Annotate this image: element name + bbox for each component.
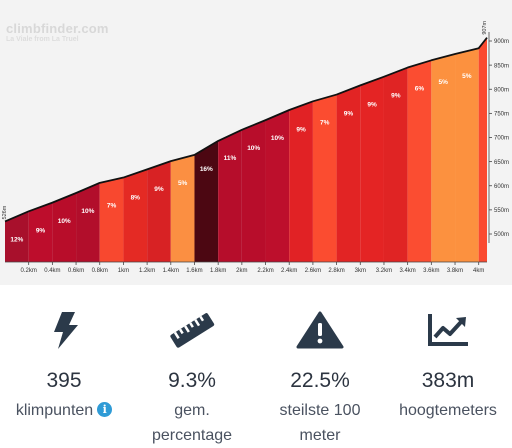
x-tick-label: 1.6km [186, 268, 202, 274]
y-tick-label: 750m [494, 112, 509, 118]
y-tick-label: 500m [494, 232, 509, 238]
stat-average-grade: 9.3% gem. percentage [128, 285, 256, 447]
profile-segment [194, 140, 219, 262]
x-tick-label: 2.4km [281, 268, 297, 274]
warning-triangle-icon [296, 311, 344, 349]
stat-climb-points: 395 klimpunten i [0, 285, 128, 447]
profile-segment [336, 85, 361, 262]
start-elevation-label: 526m [2, 205, 8, 219]
x-tick-label: 3.8km [447, 268, 463, 274]
x-tick-label: 1.4km [163, 268, 179, 274]
y-tick-label: 800m [494, 87, 509, 93]
grade-label: 7% [320, 120, 330, 127]
grade-label: 9% [367, 102, 377, 109]
profile-segment [218, 129, 242, 262]
trend-chart-icon [428, 314, 468, 346]
average-grade-label: gem. percentage [151, 402, 233, 444]
climb-points-value: 395 [46, 369, 82, 392]
profile-segment [455, 48, 479, 262]
grade-label: 9% [36, 228, 46, 235]
grade-label: 6% [415, 85, 425, 92]
profile-segment [28, 202, 53, 262]
profile-segment [5, 211, 29, 262]
steepest-100m-value: 22.5% [290, 369, 350, 392]
profile-segment [265, 109, 290, 262]
grade-label: 9% [296, 126, 306, 133]
x-tick-label: 3.2km [376, 268, 392, 274]
climb-points-label: klimpunten [15, 402, 94, 419]
stat-elevation-gain: 383m hoogtemeters [384, 285, 512, 447]
lightning-bolt-icon [54, 312, 78, 349]
stats-panel: 395 klimpunten i 9.3% gem. percentage 22. [0, 285, 512, 447]
profile-segment [360, 76, 384, 262]
x-tick-label: 3.6km [423, 268, 439, 274]
climb-profile-chart: 12% 9% 10% 10% 7% 8% 9% 5% 16% 11% 10% 10% 9% 7% 9% 9% 9… [0, 0, 512, 285]
profile-segment [76, 182, 100, 262]
x-tick-label: 2.6km [305, 268, 321, 274]
grade-label: 8% [131, 194, 141, 201]
x-tick-label: 0.2km [21, 268, 37, 274]
profile-segment [383, 67, 408, 262]
profile-segment [123, 169, 148, 262]
x-tick-label: 1.8km [210, 268, 226, 274]
profile-segment [478, 37, 487, 263]
x-tick-label: 1km [118, 268, 129, 274]
steepest-100m-label: steilste 100 meter [279, 402, 361, 444]
x-tick-label: 3.4km [399, 268, 415, 274]
x-tick-label: 0.8km [92, 268, 108, 274]
grade-label: 16% [200, 166, 213, 173]
info-icon[interactable]: i [97, 402, 113, 417]
grade-label: 10% [58, 218, 71, 225]
brand-name: climbfinder.com [6, 21, 109, 36]
x-tick-label: 2km [236, 268, 247, 274]
route-name: La Viale from La Truel [6, 36, 79, 43]
y-tick-label: 900m [494, 39, 509, 45]
profile-segment [312, 94, 337, 263]
profile-segment [241, 120, 266, 262]
x-tick-label: 0.6km [68, 268, 84, 274]
grade-label: 5% [178, 180, 188, 187]
x-tick-label: 2.2km [257, 268, 273, 274]
elevation-gain-value: 383m [421, 369, 475, 392]
y-tick-label: 550m [494, 208, 509, 214]
profile-segment [52, 192, 77, 262]
grade-label: 10% [247, 145, 260, 152]
y-tick-label: 600m [494, 184, 509, 190]
grade-label: 5% [438, 79, 448, 86]
x-tick-label: 1.2km [139, 268, 155, 274]
elevation-gain-label: hoogtemeters [399, 402, 497, 419]
average-grade-value: 9.3% [168, 369, 216, 392]
profile-segment [289, 101, 313, 262]
grade-label: 10% [271, 135, 284, 142]
x-tick-label: 4km [473, 268, 484, 274]
grade-label: 9% [154, 186, 164, 193]
profile-segment [147, 161, 171, 262]
grade-label: 11% [224, 155, 237, 162]
profile-segment [170, 154, 195, 262]
y-tick-label: 700m [494, 136, 509, 142]
x-tick-label: 3km [355, 268, 366, 274]
profile-outline [4, 37, 488, 223]
grade-label: 10% [81, 208, 94, 215]
x-tick-label: 0.4km [44, 268, 60, 274]
end-elevation-label: 907m [482, 20, 488, 34]
stat-steepest-100m: 22.5% steilste 100 meter [256, 285, 384, 447]
grade-label: 12% [10, 236, 23, 243]
elevation-profile-svg: 12% 9% 10% 10% 7% 8% 9% 5% 16% 11% 10% 10% 9% 7% 9% 9% 9… [2, 20, 509, 274]
profile-segment [407, 60, 432, 262]
y-tick-label: 650m [494, 160, 509, 166]
x-tick-label: 2.8km [328, 268, 344, 274]
grade-label: 7% [107, 203, 117, 210]
y-tick-label: 850m [494, 63, 509, 69]
grade-label: 9% [344, 110, 354, 117]
profile-segment [99, 177, 124, 262]
profile-segment [431, 54, 456, 263]
grade-label: 5% [462, 73, 472, 80]
ruler-icon [170, 313, 215, 348]
brand-watermark: climbfinder.com La Viale from La Truel [6, 22, 109, 43]
grade-label: 9% [391, 93, 401, 100]
